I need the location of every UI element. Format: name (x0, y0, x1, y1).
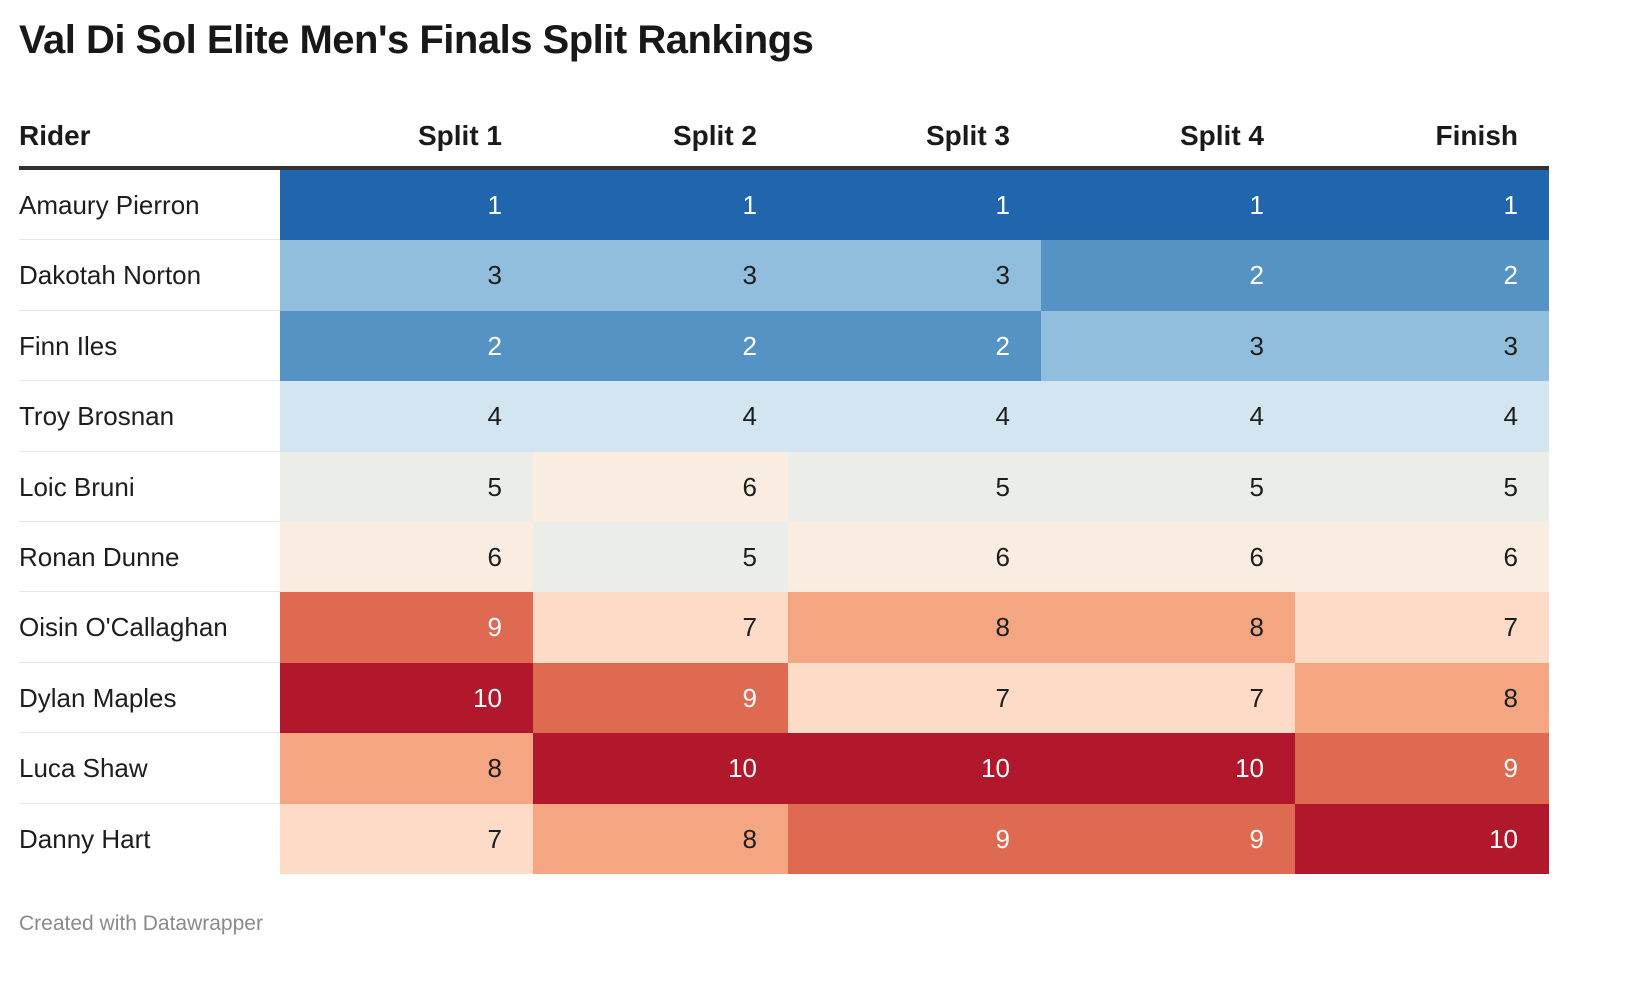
rank-cell: 9 (1295, 733, 1549, 804)
rank-cell: 1 (280, 170, 533, 241)
column-header-split-1: Split 1 (417, 120, 502, 151)
column-header-split-4: Split 4 (1179, 120, 1264, 151)
rank-cell: 2 (280, 310, 533, 382)
rider-name: Dakotah Norton (19, 240, 280, 311)
table-row: Ronan Dunne 6 5 6 6 6 (19, 521, 1549, 593)
rider-name: Loic Bruni (19, 452, 280, 522)
column-header-finish: Finish (1435, 120, 1518, 151)
rank-cell: 3 (280, 240, 533, 311)
rank-cell: 7 (1041, 662, 1295, 734)
rank-cell: 1 (788, 170, 1041, 241)
rank-cell: 3 (1295, 310, 1549, 382)
rank-cell: 4 (1295, 381, 1549, 452)
rank-cell: 8 (533, 803, 788, 874)
rank-cell: 6 (1041, 521, 1295, 593)
rank-cell: 7 (1295, 592, 1549, 663)
rank-cell: 5 (1295, 451, 1549, 522)
column-header-split-2: Split 2 (672, 120, 757, 151)
rank-cell: 6 (533, 451, 788, 522)
rank-cell: 7 (788, 662, 1041, 734)
rank-cell: 9 (788, 803, 1041, 874)
chart-title: Val Di Sol Elite Men's Finals Split Rank… (19, 18, 814, 62)
rank-cell: 6 (280, 521, 533, 593)
rank-cell: 5 (1041, 451, 1295, 522)
table-row: Luca Shaw 8 10 10 10 9 (19, 733, 1549, 804)
table-row: Loic Bruni 5 6 5 5 5 (19, 451, 1549, 522)
rank-cell: 8 (788, 592, 1041, 663)
table-row: Finn Iles 2 2 2 3 3 (19, 310, 1549, 382)
rank-cell: 3 (533, 240, 788, 311)
rank-cell: 10 (533, 733, 788, 804)
rank-cell: 7 (280, 803, 533, 874)
rank-cell: 2 (1041, 240, 1295, 311)
rank-cell: 2 (1295, 240, 1549, 311)
rank-cell: 7 (533, 592, 788, 663)
rank-cell: 2 (788, 310, 1041, 382)
rank-cell: 9 (533, 662, 788, 734)
table-row: Danny Hart 7 8 9 9 10 (19, 803, 1549, 874)
rankings-table: Rider Split 1 Split 2 Split 3 Split 4 Fi… (19, 100, 1549, 874)
rank-cell: 4 (280, 381, 533, 452)
table-row: Amaury Pierron 1 1 1 1 1 (19, 170, 1549, 241)
attribution-footer: Created with Datawrapper (19, 912, 263, 935)
rank-cell: 10 (1295, 803, 1549, 874)
rank-cell: 2 (533, 310, 788, 382)
rank-cell: 4 (533, 381, 788, 452)
table-row: Oisin O'Callaghan 9 7 8 8 7 (19, 592, 1549, 663)
rank-cell: 6 (1295, 521, 1549, 593)
table-body: Amaury Pierron 1 1 1 1 1 Dakotah Norton 3 3 3 2 2 Fi… (19, 170, 1549, 874)
rank-cell: 1 (1041, 170, 1295, 241)
rank-cell: 1 (1295, 170, 1549, 241)
table-row: Troy Brosnan 4 4 4 4 4 (19, 381, 1549, 452)
table-header: Rider Split 1 Split 2 Split 3 Split 4 Fi… (19, 100, 1549, 170)
rank-cell: 1 (533, 170, 788, 241)
rank-cell: 4 (1041, 381, 1295, 452)
rider-name: Luca Shaw (19, 733, 280, 804)
rider-name: Oisin O'Callaghan (19, 592, 280, 663)
rider-name: Amaury Pierron (19, 170, 280, 241)
rider-name: Finn Iles (19, 311, 280, 382)
rank-cell: 5 (788, 451, 1041, 522)
rank-cell: 6 (788, 521, 1041, 593)
rank-cell: 4 (788, 381, 1041, 452)
rider-name: Ronan Dunne (19, 522, 280, 593)
rank-cell: 10 (788, 733, 1041, 804)
rank-cell: 8 (280, 733, 533, 804)
rank-cell: 5 (533, 521, 788, 593)
rank-cell: 5 (280, 451, 533, 522)
rank-cell: 9 (280, 592, 533, 663)
column-header-split-3: Split 3 (925, 120, 1010, 151)
rank-cell: 10 (1041, 733, 1295, 804)
rider-name: Troy Brosnan (19, 381, 280, 452)
rank-cell: 8 (1295, 662, 1549, 734)
column-header-rider: Rider (19, 120, 91, 151)
rank-cell: 8 (1041, 592, 1295, 663)
rank-cell: 3 (1041, 310, 1295, 382)
rank-cell: 9 (1041, 803, 1295, 874)
rider-name: Danny Hart (19, 823, 151, 854)
table-row: Dakotah Norton 3 3 3 2 2 (19, 240, 1549, 311)
rank-cell: 3 (788, 240, 1041, 311)
table-row: Dylan Maples 10 9 7 7 8 (19, 662, 1549, 734)
rank-cell: 10 (280, 662, 533, 734)
rider-name: Dylan Maples (19, 663, 280, 734)
